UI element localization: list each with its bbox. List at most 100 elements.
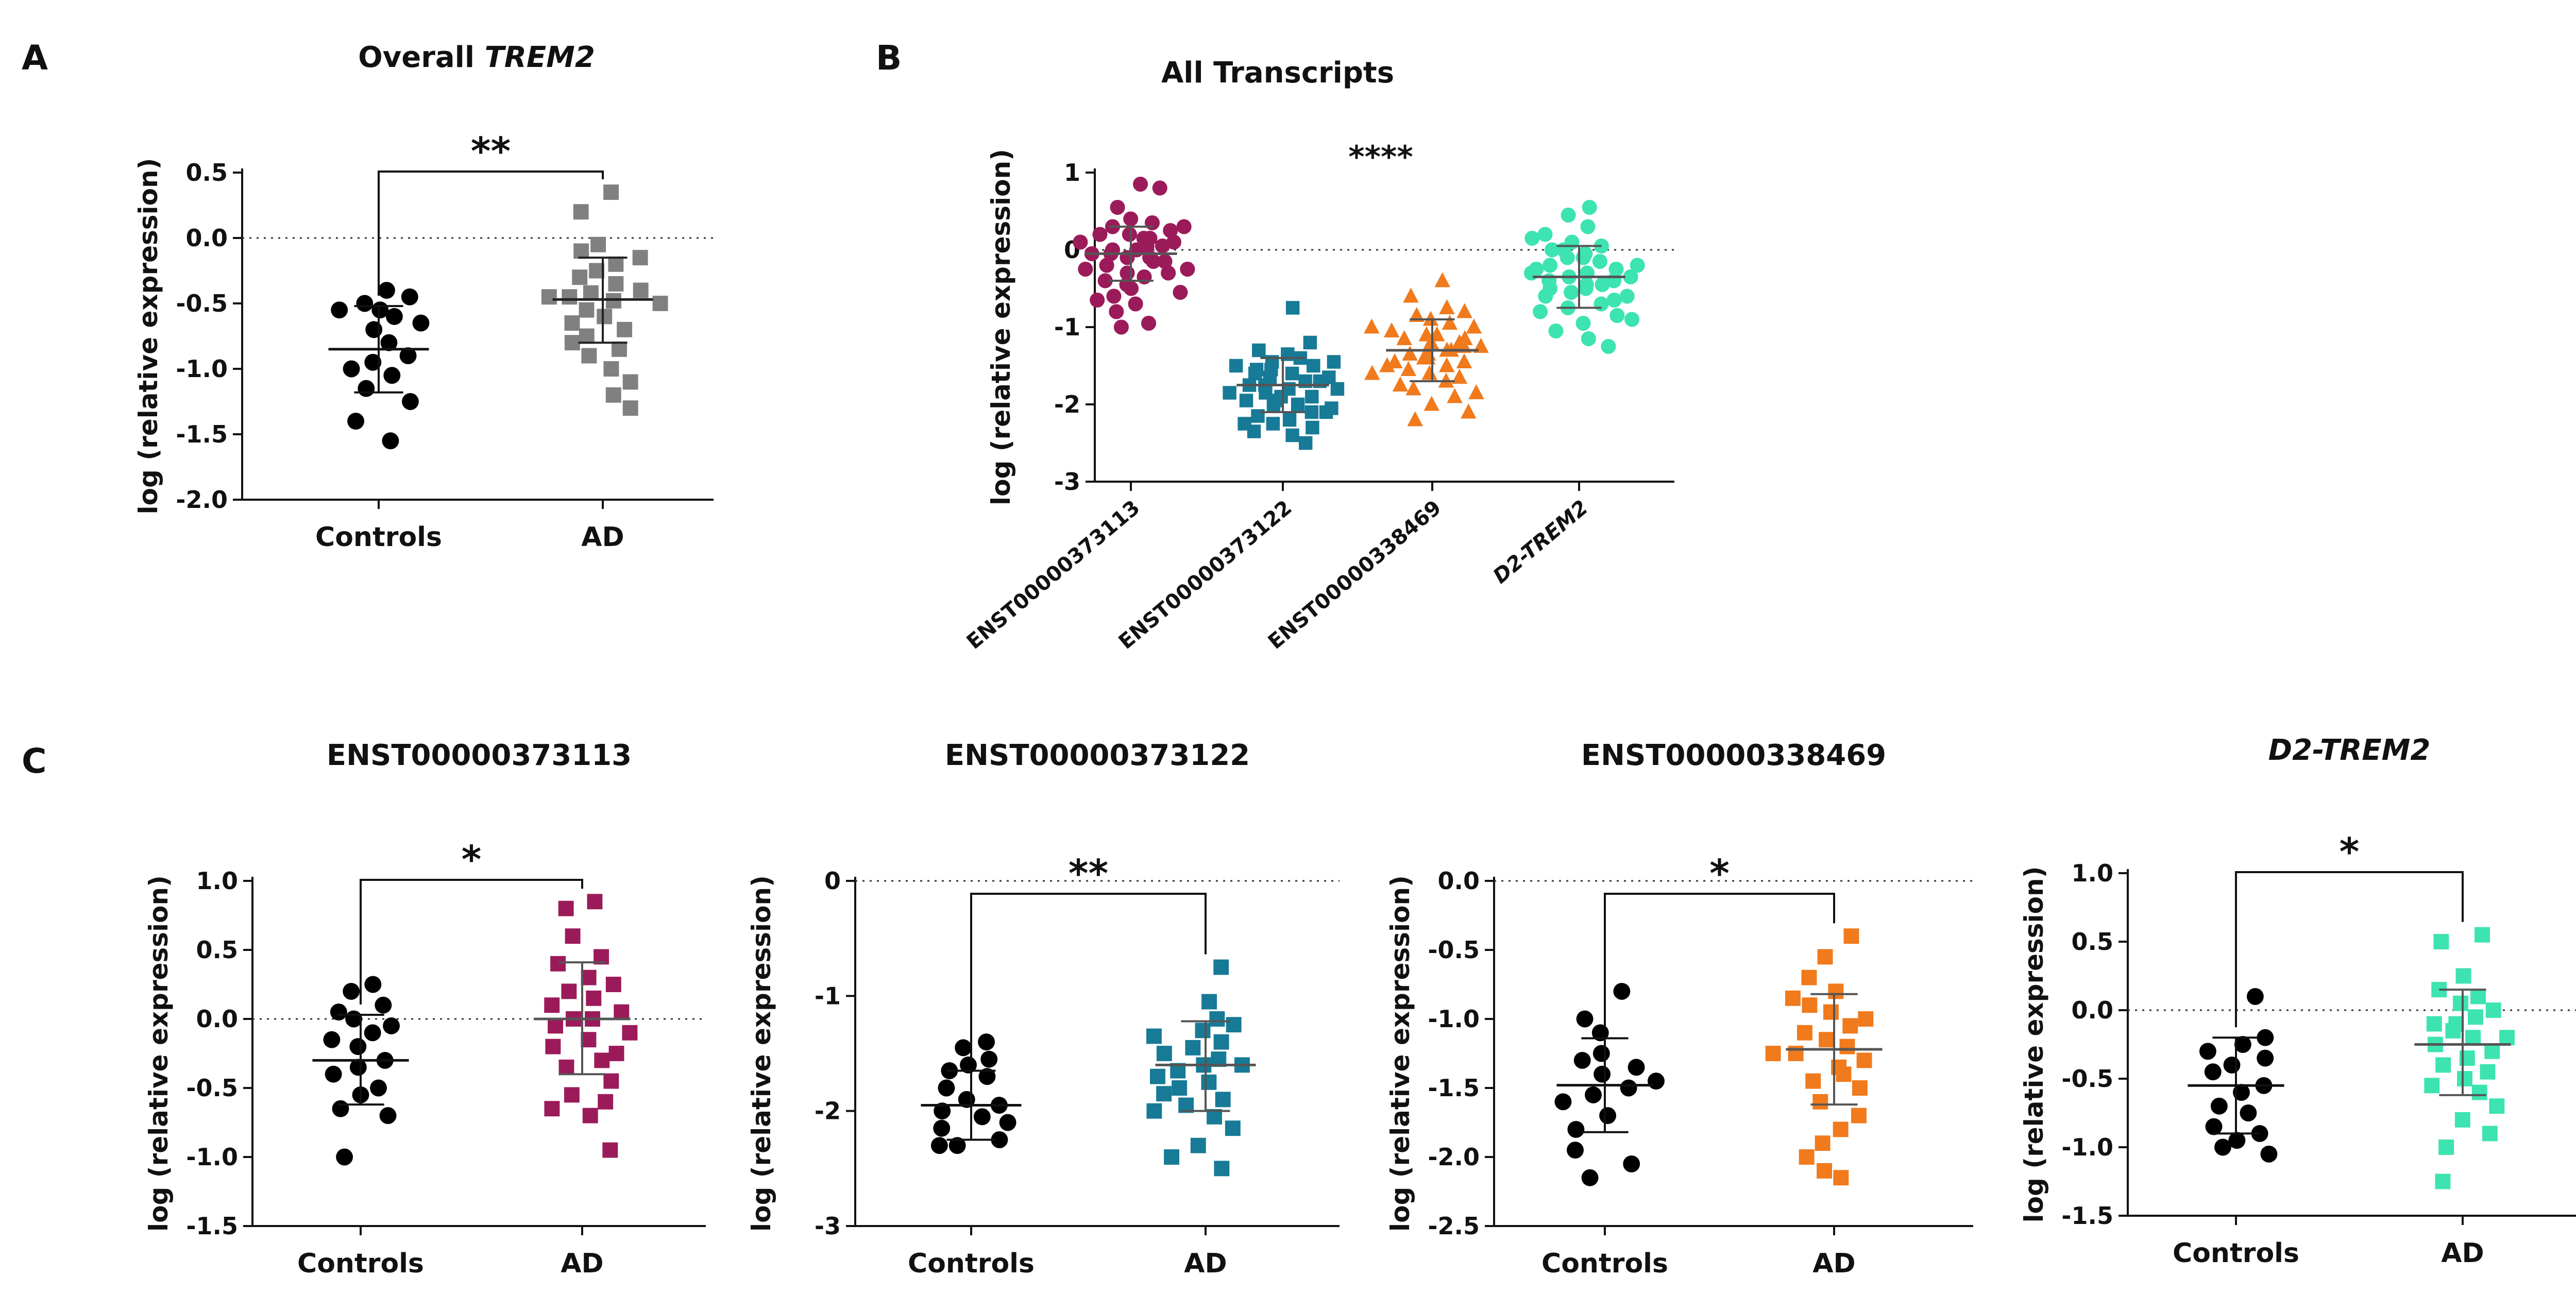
data-point	[1379, 357, 1395, 372]
data-point	[1623, 269, 1638, 285]
data-point	[1156, 1046, 1172, 1061]
data-point	[1152, 180, 1167, 196]
data-point	[2471, 1084, 2487, 1100]
data-point	[2457, 1071, 2472, 1086]
significance-label: **	[1069, 852, 1108, 896]
data-point	[605, 977, 621, 992]
data-point	[1239, 394, 1253, 407]
data-point	[399, 347, 417, 365]
data-point	[2214, 1138, 2231, 1156]
data-point	[622, 374, 638, 390]
data-point	[605, 387, 621, 403]
panel-letter-c: C	[22, 741, 46, 781]
data-point	[375, 996, 392, 1014]
data-point	[1802, 997, 1818, 1013]
data-point	[2453, 995, 2468, 1011]
data-point	[1438, 357, 1455, 372]
data-point	[382, 432, 399, 450]
data-point	[1364, 318, 1380, 334]
data-point	[586, 990, 602, 1006]
data-point	[973, 1108, 991, 1126]
data-point	[349, 1038, 367, 1056]
data-point	[550, 956, 566, 972]
data-point	[1451, 368, 1468, 384]
data-point	[2210, 1097, 2228, 1115]
data-point	[356, 295, 374, 312]
x-category-label: Controls	[908, 1248, 1035, 1279]
data-point	[955, 1039, 972, 1057]
significance-bracket	[378, 171, 604, 296]
data-point	[1157, 253, 1173, 269]
y-tick-label: -1.0	[1428, 1005, 1480, 1033]
chart-c4: D2-TREM2 1.0 0.5 0.0 -0.5 -1.0 -1.5 log (relati…	[2019, 734, 2576, 1269]
data-point	[2246, 988, 2264, 1005]
data-point	[1364, 365, 1380, 380]
data-point	[612, 341, 627, 357]
y-tick-label: 1	[1064, 159, 1080, 186]
data-point	[2257, 1049, 2274, 1067]
significance-label: *	[462, 838, 482, 882]
data-point	[1580, 219, 1596, 234]
series-controls	[312, 976, 409, 1166]
data-point	[1421, 365, 1438, 380]
chart-c2: ENST00000373122 0 -1 -2 -3 log (relative expr…	[747, 739, 1340, 1279]
data-point	[1609, 308, 1625, 324]
data-point	[608, 276, 624, 292]
data-point	[1801, 969, 1817, 985]
data-point	[1097, 273, 1113, 288]
data-point	[2223, 1056, 2241, 1074]
data-point	[1146, 1028, 1162, 1044]
data-point	[1291, 397, 1305, 412]
data-point	[1456, 303, 1472, 318]
data-point	[564, 315, 580, 331]
data-point	[2260, 1145, 2278, 1163]
data-point	[1815, 1135, 1831, 1151]
data-point	[2435, 1057, 2451, 1073]
series-ad	[534, 894, 638, 1158]
data-point	[978, 1068, 996, 1085]
data-point	[1624, 312, 1640, 327]
data-point	[1595, 277, 1610, 293]
data-point	[1823, 1004, 1839, 1020]
data-point	[590, 236, 606, 252]
data-point	[587, 894, 603, 910]
data-point	[1078, 261, 1093, 277]
data-point	[336, 1148, 353, 1166]
data-point	[1285, 428, 1299, 443]
data-point	[606, 293, 621, 309]
data-point	[602, 1142, 618, 1158]
chart-title: ENST00000338469	[1581, 739, 1886, 772]
data-point	[1190, 1137, 1206, 1153]
data-point	[1576, 1010, 1594, 1028]
data-point	[930, 1137, 948, 1154]
data-point	[1543, 281, 1558, 296]
data-point	[1113, 319, 1129, 335]
data-point	[632, 250, 648, 266]
y-tick-label: -1.0	[176, 355, 228, 383]
x-category-label: AD	[1184, 1248, 1227, 1279]
data-point	[1132, 176, 1148, 192]
y-axis-label: log (relative expression)	[986, 149, 1016, 505]
chart-title: ENST00000373122	[945, 739, 1250, 772]
data-point	[1466, 318, 1482, 334]
data-point	[1423, 396, 1440, 411]
data-point	[1581, 331, 1596, 347]
data-point	[1606, 273, 1622, 288]
chart-title-text: ENST00000373122	[945, 739, 1250, 772]
data-point	[1630, 258, 1645, 273]
data-point	[383, 1017, 400, 1034]
data-point	[364, 1024, 381, 1042]
data-point	[1392, 376, 1409, 392]
data-point	[1839, 1039, 1855, 1054]
data-point	[960, 1056, 977, 1074]
y-tick-label: 0	[824, 867, 841, 895]
chart-title: ENST00000373113	[327, 739, 632, 772]
data-point	[1543, 258, 1558, 273]
data-point	[401, 288, 418, 305]
data-point	[2438, 1139, 2454, 1155]
y-tick-label: -2.0	[1428, 1143, 1480, 1171]
data-point	[1468, 384, 1484, 399]
data-point	[558, 900, 574, 916]
